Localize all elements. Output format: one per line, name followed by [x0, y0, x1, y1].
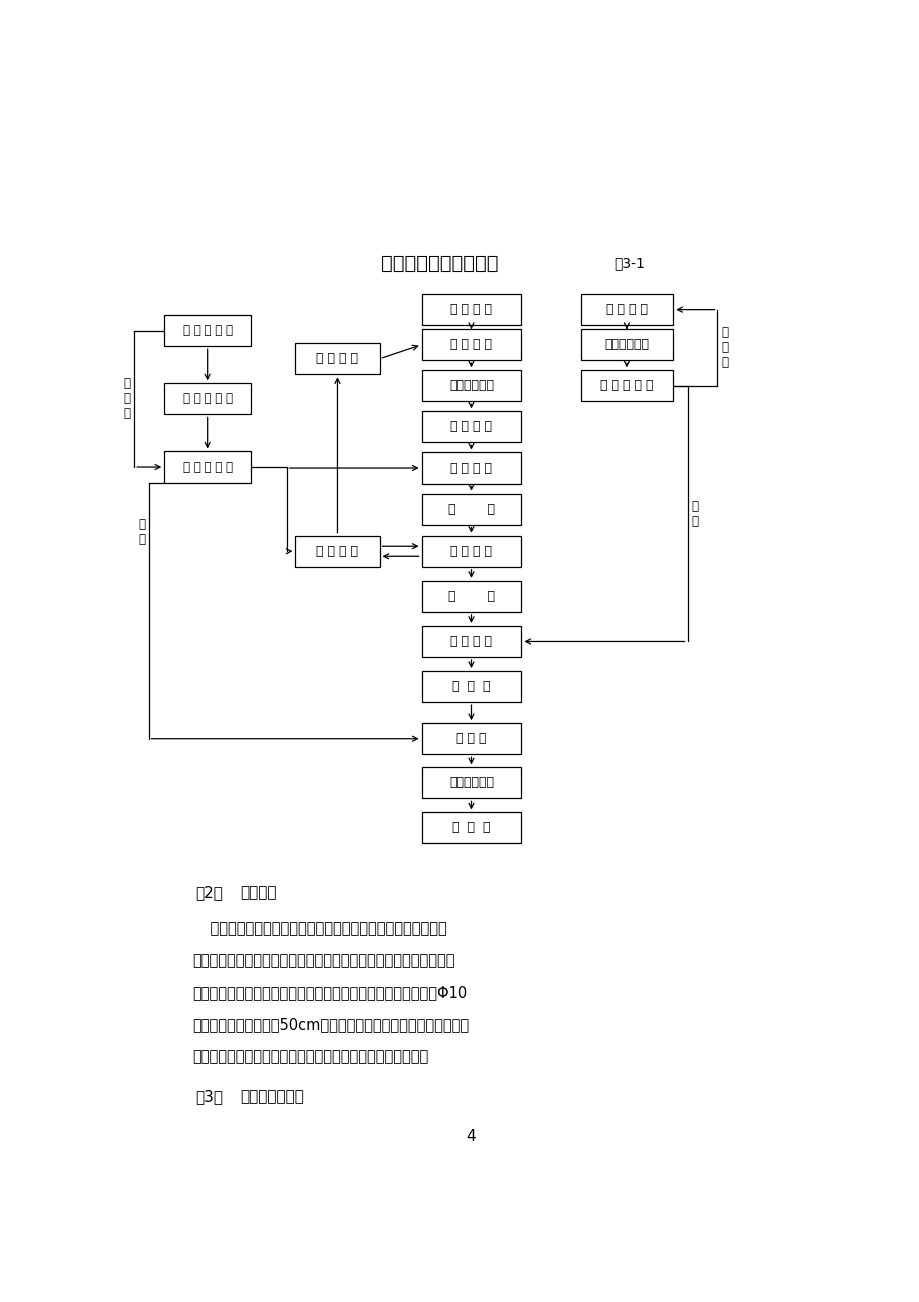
FancyBboxPatch shape: [421, 411, 521, 443]
Text: 不
合
格: 不 合 格: [123, 378, 130, 421]
Text: 钢筋下料焊接: 钢筋下料焊接: [604, 339, 649, 352]
Text: 终        孔: 终 孔: [448, 503, 494, 516]
FancyBboxPatch shape: [421, 329, 521, 361]
Text: 钢 筋 笼 加 工: 钢 筋 笼 加 工: [599, 379, 653, 392]
Text: 冲击钻施工工艺流程图: 冲击钻施工工艺流程图: [380, 254, 497, 273]
Text: 泥 浆 制 备: 泥 浆 制 备: [316, 353, 358, 366]
Text: 砼 灌 注: 砼 灌 注: [456, 732, 486, 745]
Text: 图3-1: 图3-1: [614, 256, 644, 271]
Text: 不
合
格: 不 合 格: [720, 327, 727, 370]
FancyBboxPatch shape: [164, 315, 251, 346]
Text: 合
格: 合 格: [138, 518, 145, 546]
FancyBboxPatch shape: [164, 383, 251, 414]
FancyBboxPatch shape: [421, 493, 521, 525]
FancyBboxPatch shape: [421, 626, 521, 658]
Text: 设完成后，报测量监理工程复核，复核无误后方可埋设护筒。: 设完成后，报测量监理工程复核，复核无误后方可埋设护筒。: [192, 1049, 427, 1065]
Text: 检        孔: 检 孔: [448, 590, 494, 603]
Text: 后根据总监办批复后的控制点坐标对桩位进行放样，施工人员根据放: 后根据总监办批复后的控制点坐标对桩位进行放样，施工人员根据放: [192, 953, 454, 969]
Text: 测量放样: 测量放样: [240, 885, 276, 900]
FancyBboxPatch shape: [421, 723, 521, 754]
Text: 护筒制作及安装: 护筒制作及安装: [240, 1090, 303, 1104]
FancyBboxPatch shape: [421, 767, 521, 798]
Text: 混 凝 土 制 备: 混 凝 土 制 备: [183, 324, 233, 337]
FancyBboxPatch shape: [421, 671, 521, 702]
FancyBboxPatch shape: [421, 294, 521, 326]
FancyBboxPatch shape: [421, 370, 521, 401]
Text: 下  导  管: 下 导 管: [452, 680, 490, 693]
FancyBboxPatch shape: [580, 370, 673, 401]
FancyBboxPatch shape: [580, 329, 673, 361]
Text: 桩 位 测 放: 桩 位 测 放: [450, 303, 492, 316]
Text: 冲 击 钻 进: 冲 击 钻 进: [450, 461, 492, 474]
Text: 钻 机 就 位: 钻 机 就 位: [450, 421, 492, 434]
Text: 技术人员首先对设计图纸提供的桩位坐标进行复核。复核完成: 技术人员首先对设计图纸提供的桩位坐标进行复核。复核完成: [192, 922, 447, 936]
Text: （2）: （2）: [195, 885, 222, 900]
Text: 样出的桩位中心埋设十字护桩，以方便随时检查桩位。护桩采用Φ10: 样出的桩位中心埋设十字护桩，以方便随时检查桩位。护桩采用Φ10: [192, 986, 467, 1000]
Text: 泥 浆 排 放: 泥 浆 排 放: [316, 544, 358, 557]
FancyBboxPatch shape: [421, 453, 521, 483]
Text: （3）: （3）: [195, 1090, 222, 1104]
FancyBboxPatch shape: [295, 344, 380, 374]
Text: 混 凝 土 运 输: 混 凝 土 运 输: [183, 392, 233, 405]
Text: 合
格: 合 格: [691, 500, 698, 527]
Text: 桩位偏差检验: 桩位偏差检验: [448, 379, 494, 392]
FancyBboxPatch shape: [421, 581, 521, 612]
Text: 埋 设 护 筒: 埋 设 护 筒: [450, 339, 492, 352]
Text: 下 钢 筋 笼: 下 钢 筋 笼: [450, 635, 492, 648]
Text: 清 孔 换 浆: 清 孔 换 浆: [450, 544, 492, 557]
FancyBboxPatch shape: [580, 294, 673, 326]
FancyBboxPatch shape: [164, 452, 251, 483]
FancyBboxPatch shape: [421, 535, 521, 566]
Text: 测 砼 坍 落 度: 测 砼 坍 落 度: [183, 461, 233, 474]
Text: 砼  养  护: 砼 养 护: [452, 822, 490, 835]
FancyBboxPatch shape: [295, 535, 380, 566]
Text: 起拔导管护筒: 起拔导管护筒: [448, 776, 494, 789]
Text: 木桩，埋设深度不小于50cm，混凝土包裹，定点采用铁钉。护桩埋: 木桩，埋设深度不小于50cm，混凝土包裹，定点采用铁钉。护桩埋: [192, 1017, 469, 1032]
Text: 4: 4: [466, 1129, 476, 1144]
Text: 钢 筋 检 验: 钢 筋 检 验: [606, 303, 647, 316]
FancyBboxPatch shape: [421, 812, 521, 844]
